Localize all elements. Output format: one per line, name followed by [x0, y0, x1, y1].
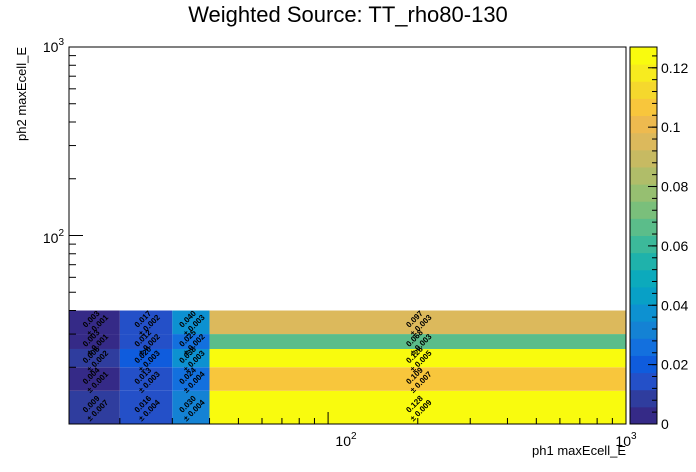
colorbar-bin — [630, 355, 657, 374]
colorbar-bin — [630, 149, 657, 168]
heatmap-cell — [119, 367, 173, 391]
colorbar — [630, 47, 657, 425]
y-tick-label-100: 102 — [43, 228, 65, 246]
colorbar-bin — [630, 338, 657, 356]
colorbar-bin — [630, 184, 657, 202]
colorbar-frame — [629, 46, 658, 425]
heatmap-cell — [172, 334, 210, 349]
heatmap-cell — [172, 390, 210, 424]
heatmap-cell — [209, 310, 626, 335]
x-axis-label: ph1 maxEcell_E — [532, 443, 626, 458]
y-tick-label-1000: 103 — [43, 37, 65, 55]
colorbar-tick-label: 0 — [661, 416, 669, 432]
heatmap-cell — [209, 334, 626, 349]
colorbar-tick-label: 0.08 — [661, 179, 688, 195]
colorbar-bin — [630, 115, 657, 134]
colorbar-bin — [630, 201, 657, 219]
colorbar-bin — [630, 321, 657, 339]
colorbar-bin — [630, 304, 657, 322]
colorbar-tick-label: 0.02 — [661, 357, 688, 373]
axis-ticks — [69, 46, 627, 425]
colorbar-bin — [630, 406, 657, 425]
chart-title: Weighted Source: TT_rho80-130 — [188, 2, 508, 27]
heatmap-cell — [119, 348, 173, 368]
colorbar-bin — [630, 286, 657, 305]
heatmap-cell — [119, 310, 173, 335]
heatmap-cell — [69, 310, 120, 335]
heatmap-cell — [172, 310, 210, 335]
colorbar-tick-label: 0.12 — [661, 60, 688, 76]
colorbar-bin — [630, 389, 657, 408]
colorbar-bin — [630, 235, 657, 254]
heatmap-cell — [119, 390, 173, 424]
colorbar-bin — [630, 269, 657, 288]
heatmap-cell — [209, 367, 626, 391]
colorbar-tick-label: 0.06 — [661, 238, 688, 254]
x-tick-label-100: 102 — [335, 431, 357, 449]
colorbar-tick-label: 0.1 — [661, 119, 681, 135]
heatmap-cell — [69, 367, 120, 391]
colorbar-bin — [630, 81, 657, 99]
heatmap-cell — [209, 348, 626, 368]
heatmap-cell — [69, 334, 120, 349]
colorbar-bin — [630, 132, 657, 151]
colorbar-bin — [630, 252, 657, 271]
colorbar-bin — [630, 98, 657, 117]
colorbar-bin — [630, 166, 657, 185]
heatmap-cell — [69, 348, 120, 368]
colorbar-bin — [630, 47, 657, 65]
colorbar-bin — [630, 372, 657, 391]
colorbar-bin — [630, 64, 657, 82]
colorbar-bin — [630, 218, 657, 236]
colorbar-ticks: 0 0.02 0.04 0.06 0.08 0.1 0.12 — [648, 55, 688, 432]
heatmap-cell — [119, 334, 173, 349]
heatmap-cell — [69, 390, 120, 424]
heatmap-cell — [172, 367, 210, 391]
heatmap-cells — [69, 310, 626, 424]
y-axis-label: ph2 maxEcell_E — [14, 47, 29, 141]
heatmap-cell — [172, 348, 210, 368]
colorbar-tick-label: 0.04 — [661, 297, 688, 313]
